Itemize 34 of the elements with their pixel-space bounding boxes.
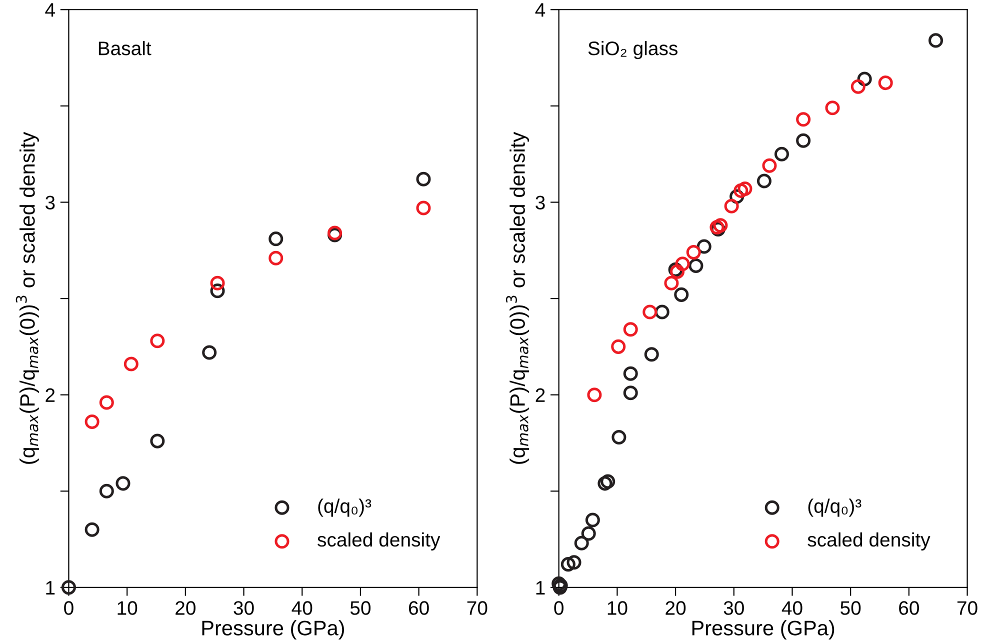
- x-tick-label: 70: [467, 601, 488, 615]
- x-tick-label: 50: [350, 601, 371, 615]
- y-axis-title: (q$_{max}$(P)/q$_{max}$(0))$^{3}$ or scaled density: [506, 132, 530, 464]
- x-axis-title: Pressure (GPa): [202, 620, 344, 640]
- x-tick-label: 40: [782, 601, 802, 615]
- legend-label: (q/q₀)³: [808, 498, 862, 517]
- y-tick-label: 1: [46, 581, 55, 594]
- x-axis-title: Pressure (GPa): [692, 620, 834, 640]
- x-tick-label: 30: [234, 601, 254, 615]
- legend-label: scaled density: [808, 532, 930, 550]
- y-axis-title: (q$_{max}$(P)/q$_{max}$(0))$^{3}$ or scaled density: [16, 132, 39, 464]
- x-tick-label: 10: [608, 601, 628, 615]
- y-tick-label: 2: [536, 388, 545, 402]
- y-tick-label: 3: [45, 196, 55, 210]
- x-tick-label: 10: [118, 601, 138, 615]
- y-tick-label: 4: [45, 3, 55, 17]
- x-tick-label: 30: [724, 601, 744, 615]
- annotation: Basalt: [98, 41, 152, 56]
- x-tick-label: 60: [899, 601, 919, 615]
- legend-label: scaled density: [318, 532, 440, 550]
- y-tick-label: 3: [536, 196, 545, 210]
- x-tick-label: 20: [176, 601, 196, 615]
- x-tick-label: 40: [292, 601, 312, 615]
- y-tick-label: 2: [46, 388, 55, 402]
- y-tick-label: 4: [535, 3, 546, 17]
- x-tick-label: 20: [666, 601, 686, 615]
- x-tick-label: 50: [840, 601, 861, 615]
- x-tick-label: 0: [554, 601, 564, 615]
- x-tick-label: 70: [957, 601, 978, 615]
- legend-label: (q/q₀)³: [318, 498, 372, 517]
- y-tick-label: 1: [536, 581, 545, 594]
- annotation: SiO₂ glass: [588, 41, 678, 60]
- x-tick-label: 0: [64, 601, 74, 615]
- x-tick-label: 60: [408, 601, 429, 615]
